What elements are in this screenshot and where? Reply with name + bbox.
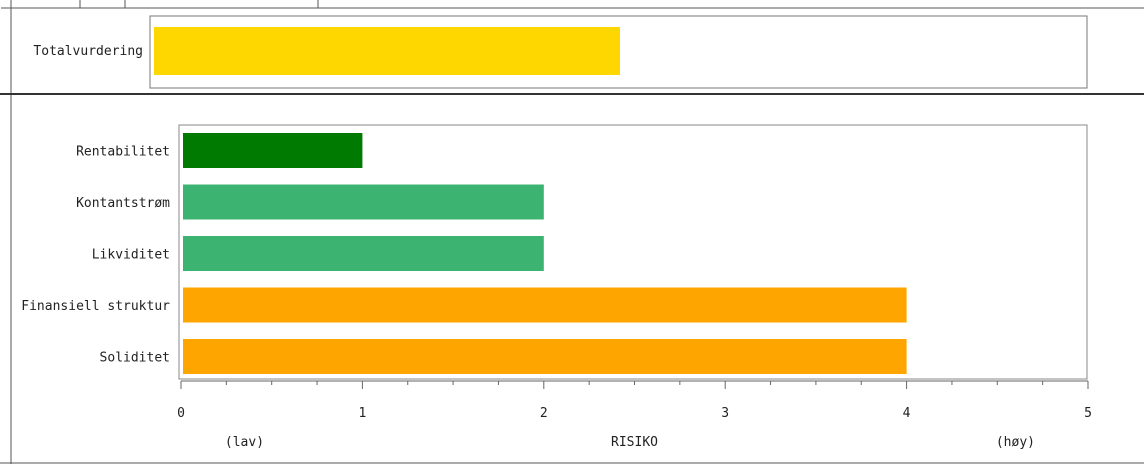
total-chart: Totalvurdering [33,27,620,75]
bar-finansiell-struktur [183,287,907,323]
x-tick-label: 5 [1084,406,1092,421]
x-tick-label: 1 [358,406,366,421]
category-chart: Rentabilitet Kontantstrøm Likviditet Finans… [21,133,1092,450]
x-axis-high-caption: (høy) [996,435,1035,450]
bar-totalvurdering [154,27,620,75]
bar-kontantstrom [183,184,544,220]
category-label-soliditet: Soliditet [100,351,170,366]
x-axis-title: RISIKO [611,435,658,450]
bar-soliditet [183,339,907,374]
x-tick-label: 0 [177,406,185,421]
category-label-likviditet: Likviditet [92,248,170,263]
x-tick-label: 4 [903,406,911,421]
category-label-kontantstrom: Kontantstrøm [76,196,170,211]
x-tick-label: 3 [721,406,729,421]
category-label-finansiell-struktur: Finansiell struktur [21,299,170,314]
category-label-rentabilitet: Rentabilitet [76,145,170,160]
bar-label-totalvurdering: Totalvurdering [33,44,143,59]
x-tick-label: 2 [540,406,548,421]
bar-rentabilitet [183,133,363,168]
bar-likviditet [183,236,544,271]
x-axis-low-caption: (lav) [225,435,264,450]
